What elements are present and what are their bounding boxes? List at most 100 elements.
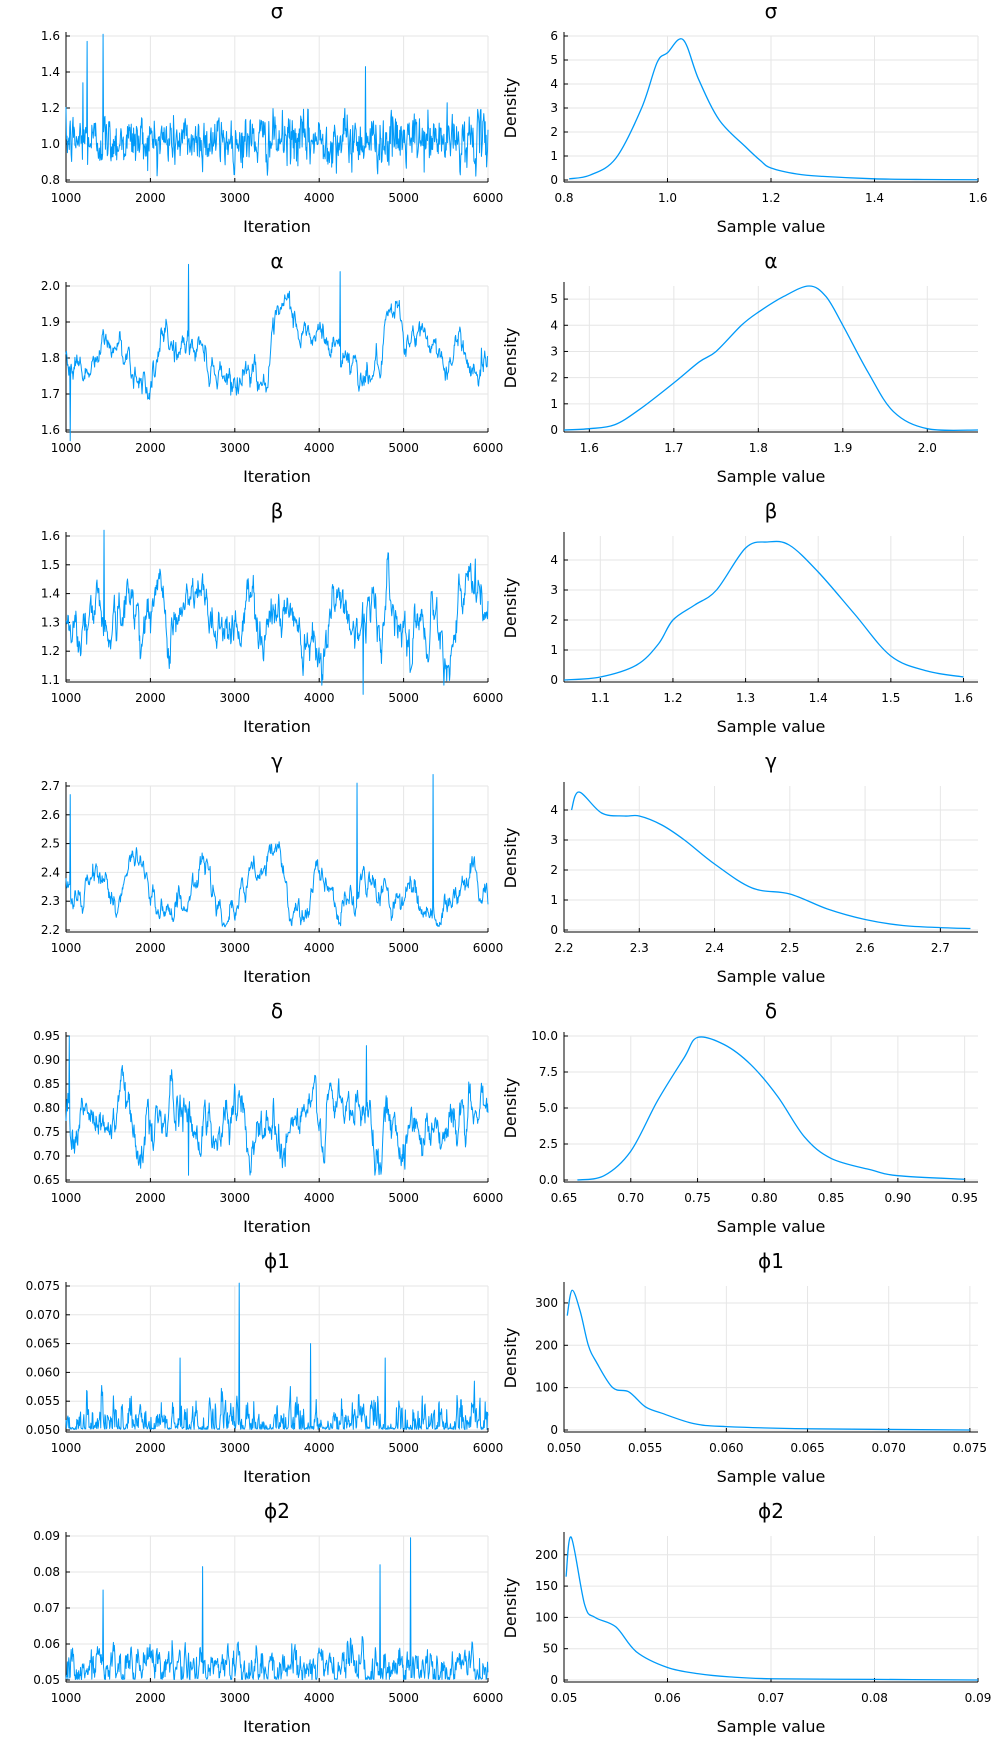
x-tick-label: 6000 xyxy=(473,191,504,205)
y-tick-label: 10.0 xyxy=(531,1029,558,1043)
y-tick-label: 4 xyxy=(550,77,558,91)
subplot-density-3: 1.1 1.2 1.3 1.4 1.5 1.6 0 1 2 3 4 β Sample value Dens… xyxy=(501,499,978,736)
density-curve xyxy=(563,540,964,681)
x-tick-label: 2000 xyxy=(135,941,166,955)
y-tick-label: 200 xyxy=(535,1548,558,1562)
x-tick-label: 5000 xyxy=(388,441,419,455)
y-tick-label: 0.05 xyxy=(33,1673,60,1687)
x-tick-label: 1000 xyxy=(51,691,82,705)
trace-line xyxy=(65,1035,489,1176)
y-tick-label: 2.5 xyxy=(539,1137,558,1151)
x-tick-label: 1.3 xyxy=(736,691,755,705)
x-tick-label: 1.9 xyxy=(833,441,852,455)
y-tick-label: 1.2 xyxy=(41,101,60,115)
y-tick-label: 0.09 xyxy=(33,1529,60,1543)
x-tick-label: 2000 xyxy=(135,191,166,205)
y-tick-label: 0 xyxy=(550,1423,558,1437)
x-tick-label: 6000 xyxy=(473,691,504,705)
y-tick-label: 4 xyxy=(550,553,558,567)
subplot-title: δ xyxy=(271,999,283,1023)
density-curve xyxy=(566,1289,970,1431)
y-tick-label: 200 xyxy=(535,1338,558,1352)
density-curve xyxy=(570,791,971,930)
x-tick-label: 6000 xyxy=(473,441,504,455)
x-tick-label: 2.7 xyxy=(931,941,950,955)
y-tick-label: 3 xyxy=(550,833,558,847)
x-axis-label: Sample value xyxy=(717,467,826,486)
x-tick-label: 1000 xyxy=(51,941,82,955)
y-tick-label: 0 xyxy=(550,923,558,937)
subplot-title: ϕ2 xyxy=(264,1499,290,1523)
x-tick-label: 2.2 xyxy=(554,941,573,955)
x-tick-label: 1000 xyxy=(51,191,82,205)
y-tick-label: 0.07 xyxy=(33,1601,60,1615)
trace-line xyxy=(65,1282,489,1430)
density-curve xyxy=(565,1536,979,1681)
y-tick-label: 0.95 xyxy=(33,1029,60,1043)
y-tick-label: 5 xyxy=(550,292,558,306)
y-tick-label: 0.050 xyxy=(26,1423,60,1437)
x-tick-label: 0.060 xyxy=(709,1441,743,1455)
y-tick-label: 2 xyxy=(550,863,558,877)
y-tick-label: 0 xyxy=(550,1673,558,1687)
density-curve xyxy=(563,285,979,432)
x-tick-label: 2000 xyxy=(135,441,166,455)
x-tick-label: 6000 xyxy=(473,1691,504,1705)
subplot-trace-1: 1000 2000 3000 4000 5000 6000 0.8 1.0 1.2 1.4 1.6 σ… xyxy=(41,0,503,236)
x-tick-label: 0.055 xyxy=(628,1441,662,1455)
y-tick-label: 2.4 xyxy=(41,865,60,879)
y-axis-label: Density xyxy=(501,1328,520,1389)
y-tick-label: 4 xyxy=(550,318,558,332)
y-tick-label: 100 xyxy=(535,1381,558,1395)
subplot-density-5: 0.65 0.70 0.75 0.80 0.85 0.90 0.95 0.0 2.5 5.0 7.5… xyxy=(501,999,978,1236)
y-axis-label: Density xyxy=(501,1078,520,1139)
x-tick-label: 2000 xyxy=(135,1441,166,1455)
x-tick-label: 1000 xyxy=(51,1691,82,1705)
x-tick-label: 1.4 xyxy=(809,691,828,705)
x-tick-label: 4000 xyxy=(304,1191,335,1205)
subplot-title: γ xyxy=(765,749,777,773)
x-tick-label: 1.6 xyxy=(968,191,987,205)
x-tick-label: 5000 xyxy=(388,691,419,705)
subplot-density-7: 0.05 0.06 0.07 0.08 0.09 0 50 100 150 200 ϕ2 Sample… xyxy=(501,1499,991,1736)
x-axis-label: Sample value xyxy=(717,1217,826,1236)
x-tick-label: 4000 xyxy=(304,1691,335,1705)
x-axis-label: Iteration xyxy=(243,1467,311,1486)
x-tick-label: 0.95 xyxy=(951,1191,978,1205)
x-tick-label: 1.6 xyxy=(580,441,599,455)
y-tick-label: 3 xyxy=(550,101,558,115)
y-tick-label: 3 xyxy=(550,583,558,597)
y-axis-label: Density xyxy=(501,328,520,389)
x-tick-label: 4000 xyxy=(304,191,335,205)
x-axis-label: Iteration xyxy=(243,1717,311,1736)
x-tick-label: 0.90 xyxy=(885,1191,912,1205)
y-tick-label: 0.075 xyxy=(26,1279,60,1293)
x-tick-label: 0.075 xyxy=(953,1441,987,1455)
y-tick-label: 0.70 xyxy=(33,1149,60,1163)
x-tick-label: 0.065 xyxy=(790,1441,824,1455)
x-tick-label: 6000 xyxy=(473,941,504,955)
x-tick-label: 5000 xyxy=(388,941,419,955)
y-tick-label: 1 xyxy=(550,149,558,163)
x-tick-label: 1.2 xyxy=(761,191,780,205)
subplot-title: α xyxy=(764,249,777,273)
x-tick-label: 3000 xyxy=(220,191,251,205)
y-tick-label: 1 xyxy=(550,397,558,411)
x-tick-label: 5000 xyxy=(388,1441,419,1455)
x-tick-label: 0.05 xyxy=(551,1691,578,1705)
subplot-trace-3: 1000 2000 3000 4000 5000 6000 1.1 1.2 1.3 1.4 1.5 1… xyxy=(41,499,503,736)
y-tick-label: 1 xyxy=(550,893,558,907)
y-tick-label: 0.065 xyxy=(26,1337,60,1351)
y-tick-label: 2.3 xyxy=(41,894,60,908)
y-tick-label: 2 xyxy=(550,613,558,627)
y-tick-label: 2 xyxy=(550,125,558,139)
subplot-title: ϕ1 xyxy=(758,1249,784,1273)
trace-line xyxy=(65,773,489,928)
y-tick-label: 1 xyxy=(550,643,558,657)
y-tick-label: 1.4 xyxy=(41,65,60,79)
x-tick-label: 1.7 xyxy=(664,441,683,455)
x-axis-label: Sample value xyxy=(717,217,826,236)
y-tick-label: 150 xyxy=(535,1579,558,1593)
y-tick-label: 100 xyxy=(535,1610,558,1624)
